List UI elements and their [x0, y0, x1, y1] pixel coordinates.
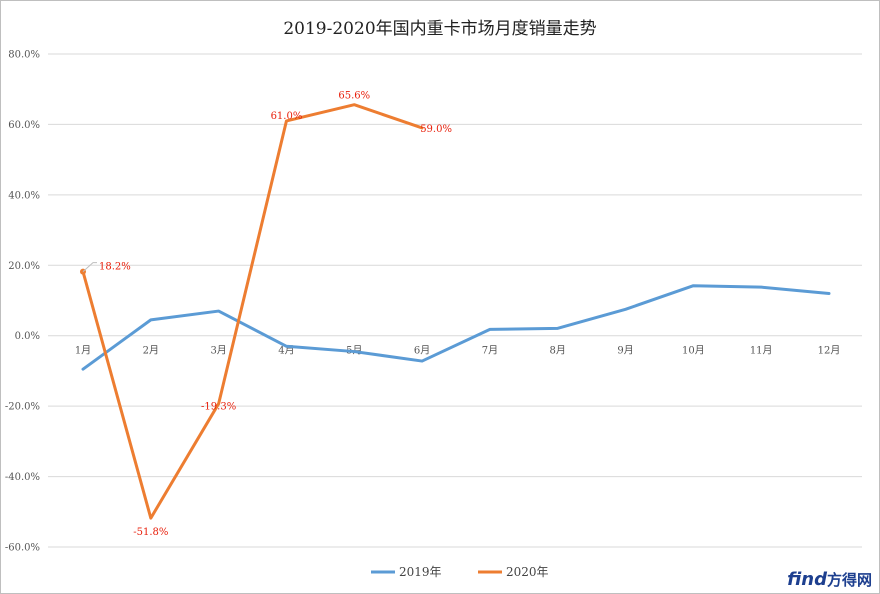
data-label: 65.6%: [338, 91, 370, 102]
x-tick-label: 3月: [210, 345, 226, 357]
y-tick-label: 40.0%: [8, 190, 40, 201]
x-tick-label: 7月: [482, 345, 498, 357]
y-tick-label: 60.0%: [8, 120, 40, 131]
brand-logo: find方得网: [787, 569, 872, 590]
legend-label-1: 2019年: [399, 565, 442, 579]
x-tick-label: 10月: [682, 345, 705, 357]
series-line-1: [81, 284, 831, 371]
y-tick-label: -20.0%: [5, 402, 40, 413]
logo-cn-text: 方得网: [826, 571, 872, 589]
x-tick-label: 2月: [143, 345, 159, 357]
data-label: 59.0%: [420, 124, 452, 135]
logo-text: find: [787, 569, 827, 590]
data-label: -51.8%: [133, 527, 168, 538]
y-tick-label: -60.0%: [5, 543, 40, 554]
data-label: -19.3%: [201, 402, 236, 413]
y-tick-label: 0.0%: [15, 331, 40, 342]
data-label: 61.0%: [271, 111, 303, 122]
y-tick-label: -40.0%: [5, 472, 40, 483]
chart-title: 2019-2020年国内重卡市场月度销量走势: [283, 19, 597, 39]
y-tick-label: 80.0%: [8, 50, 40, 61]
series-line-2: [81, 103, 424, 520]
x-tick-label: 9月: [617, 345, 633, 357]
x-tick-label: 12月: [818, 345, 841, 357]
y-tick-label: 20.0%: [8, 261, 40, 272]
x-tick-label: 8月: [550, 345, 566, 357]
leader-line: [82, 262, 97, 272]
x-tick-label: 1月: [75, 345, 91, 357]
data-label: 18.2%: [99, 262, 131, 273]
x-tick-label: 11月: [750, 345, 773, 357]
x-tick-label: 6月: [414, 345, 430, 357]
legend-label-2: 2020年: [506, 565, 549, 579]
